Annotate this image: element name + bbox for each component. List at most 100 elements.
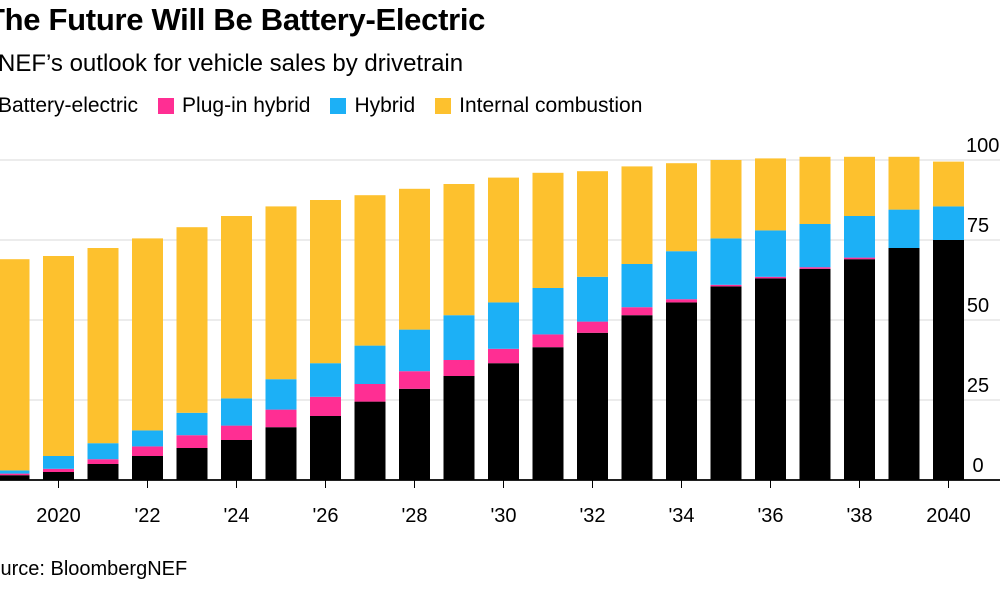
legend-swatch-plug-in-hybrid <box>158 98 175 114</box>
bar-internal-combustion-2032 <box>577 171 608 277</box>
x-tick-label: '38 <box>846 505 872 527</box>
bar-battery-electric-2025 <box>265 427 297 480</box>
legend-item-internal-combustion: Internal combustion <box>435 94 642 118</box>
bar-hybrid-2021 <box>87 443 119 460</box>
bar-hybrid-2019 <box>0 470 30 474</box>
bar-hybrid-2034 <box>666 251 697 300</box>
bar-plug-in-hybrid-2036 <box>755 276 786 279</box>
x-tick-label: '36 <box>757 505 783 527</box>
x-tick-label: 2040 <box>926 505 971 527</box>
bar-hybrid-2032 <box>577 276 608 322</box>
bar-plug-in-hybrid-2024 <box>221 425 252 440</box>
y-tick-label: 0 <box>972 455 983 477</box>
bar-plug-in-hybrid-2020 <box>43 468 74 472</box>
bar-hybrid-2029 <box>443 315 475 360</box>
bar-internal-combustion-2034 <box>666 163 697 252</box>
bar-plug-in-hybrid-2019 <box>0 473 30 476</box>
bar-internal-combustion-2031 <box>532 172 564 288</box>
bar-plug-in-hybrid-2026 <box>310 396 341 416</box>
bar-battery-electric-2031 <box>532 347 564 480</box>
bar-internal-combustion-2040 <box>933 161 964 207</box>
x-tick-label: '22 <box>134 505 160 527</box>
bar-hybrid-2022 <box>132 430 163 447</box>
bar-hybrid-2036 <box>755 230 786 277</box>
bar-internal-combustion-2024 <box>221 216 252 399</box>
bar-battery-electric-2036 <box>755 278 786 480</box>
legend-item-battery-electric: Battery-electric <box>0 94 138 118</box>
bar-plug-in-hybrid-2021 <box>87 459 119 464</box>
bar-hybrid-2040 <box>933 206 964 240</box>
bar-hybrid-2033 <box>621 264 653 308</box>
bar-plug-in-hybrid-2023 <box>176 435 208 448</box>
bar-battery-electric-2022 <box>132 456 163 480</box>
bar-battery-electric-2019 <box>0 475 30 480</box>
bar-hybrid-2039 <box>888 209 920 248</box>
bar-battery-electric-2037 <box>799 268 831 480</box>
bar-plug-in-hybrid-2038 <box>844 257 875 260</box>
bar-hybrid-2038 <box>844 216 875 258</box>
x-tick-label: '32 <box>579 505 605 527</box>
x-tick-label: '30 <box>490 505 516 527</box>
x-tick-label: '24 <box>223 505 249 527</box>
bar-plug-in-hybrid-2025 <box>265 409 297 428</box>
bar-hybrid-2037 <box>799 224 831 268</box>
bar-internal-combustion-2038 <box>844 156 875 216</box>
bar-internal-combustion-2026 <box>310 200 341 364</box>
bar-battery-electric-2030 <box>488 363 519 480</box>
bar-internal-combustion-2030 <box>488 177 519 303</box>
bar-internal-combustion-2027 <box>354 195 386 346</box>
bar-battery-electric-2035 <box>710 286 742 480</box>
legend-swatch-internal-combustion <box>435 98 452 114</box>
x-axis-labels: 2020 '22 '24 '26 '28 '30 '32 '34 '36 '38 2040 <box>36 480 971 527</box>
bar-battery-electric-2038 <box>844 259 875 480</box>
chart-title: The Future Will Be Battery-Electric <box>0 2 486 37</box>
bar-battery-electric-2028 <box>399 388 430 480</box>
bar-plug-in-hybrid-2030 <box>488 348 519 364</box>
bar-plug-in-hybrid-2029 <box>443 360 475 376</box>
bar-internal-combustion-2037 <box>799 156 831 224</box>
source-note: Source: BloombergNEF <box>0 558 188 580</box>
bar-battery-electric-2023 <box>176 448 208 480</box>
bar-internal-combustion-2022 <box>132 238 163 431</box>
legend-swatch-hybrid <box>330 98 347 114</box>
x-tick-label: '28 <box>401 505 427 527</box>
bar-internal-combustion-2036 <box>755 158 786 231</box>
y-tick-label: 75 <box>967 215 989 237</box>
bar-plug-in-hybrid-2022 <box>132 446 163 456</box>
bar-hybrid-2020 <box>43 456 74 469</box>
legend-label-plug-in-hybrid: Plug-in hybrid <box>182 94 311 117</box>
legend-item-hybrid: Hybrid <box>330 94 415 118</box>
bar-plug-in-hybrid-2033 <box>621 307 653 316</box>
bar-plug-in-hybrid-2035 <box>710 284 742 287</box>
bar-hybrid-2025 <box>265 379 297 410</box>
bar-hybrid-2024 <box>221 398 252 426</box>
bar-battery-electric-2021 <box>87 464 119 480</box>
bar-internal-combustion-2039 <box>888 156 920 210</box>
bar-plug-in-hybrid-2032 <box>577 321 608 333</box>
bar-internal-combustion-2025 <box>265 206 297 380</box>
bar-battery-electric-2026 <box>310 416 341 480</box>
bar-hybrid-2030 <box>488 302 519 349</box>
bar-battery-electric-2033 <box>621 315 653 480</box>
bar-battery-electric-2024 <box>221 440 252 480</box>
bar-plug-in-hybrid-2034 <box>666 299 697 303</box>
bar-internal-combustion-2023 <box>176 227 208 413</box>
legend-label-hybrid: Hybrid <box>354 94 416 117</box>
legend: Battery-electric Plug-in hybrid Hybrid I… <box>0 94 662 118</box>
bar-battery-electric-2027 <box>354 401 386 480</box>
bar-battery-electric-2032 <box>577 332 608 480</box>
bar-hybrid-2031 <box>532 288 564 335</box>
bar-hybrid-2035 <box>710 238 742 285</box>
y-tick-label: 50 <box>967 295 989 317</box>
bar-battery-electric-2040 <box>933 240 964 480</box>
bar-internal-combustion-2021 <box>87 248 119 444</box>
x-tick-label: '26 <box>312 505 338 527</box>
bar-hybrid-2026 <box>310 363 341 397</box>
bar-battery-electric-2039 <box>888 248 920 480</box>
y-axis-labels: 0 25 50 75 100M <box>966 135 1000 477</box>
bar-battery-electric-2029 <box>443 376 475 480</box>
bars <box>0 156 964 480</box>
bar-internal-combustion-2019 <box>0 259 30 471</box>
legend-label-internal-combustion: Internal combustion <box>459 94 643 117</box>
